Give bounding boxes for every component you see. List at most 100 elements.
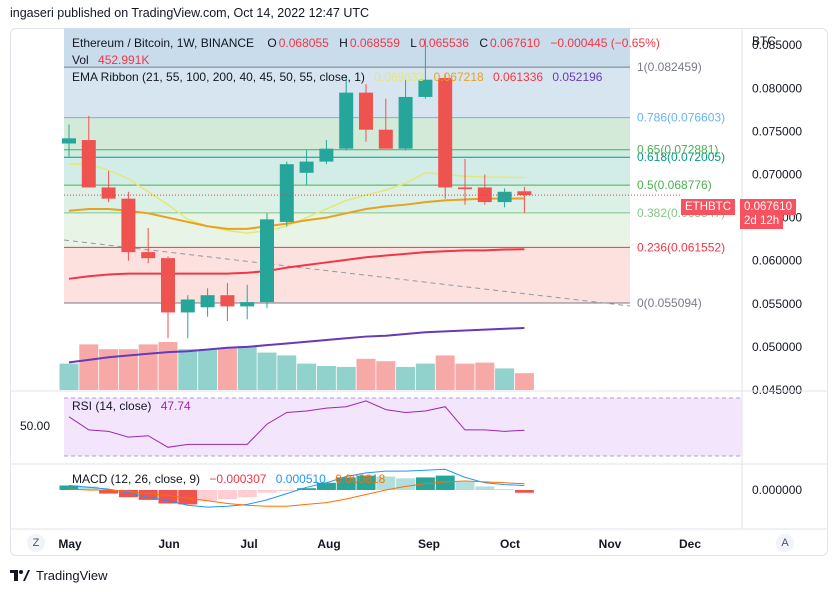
time-label-jun: Jun: [158, 537, 179, 551]
macd-hist-bar-8: [217, 490, 237, 499]
price-tick-5: 0.060000: [752, 254, 802, 268]
currency-label: BTC: [752, 34, 776, 48]
volume-bar-6: [178, 349, 198, 390]
candle-body-13: [319, 148, 334, 162]
volume-bar-12: [297, 363, 317, 390]
candle-body-3: [121, 198, 136, 253]
volume-bar-20: [455, 363, 475, 390]
macd-hist-bar-7: [198, 490, 218, 501]
auto-scale-button[interactable]: A: [776, 534, 794, 552]
macd-hist-bar-16: [376, 476, 396, 490]
fib-band-2: [64, 149, 630, 158]
candle-body-15: [359, 92, 373, 130]
price-tick-1: 0.080000: [752, 81, 802, 95]
ema-label[interactable]: EMA Ribbon (21, 55, 100, 200, 40, 45, 50…: [72, 70, 365, 84]
price-tick-3: 0.070000: [752, 168, 802, 182]
symbol-label[interactable]: Ethereum / Bitcoin, 1W, BINANCE: [72, 36, 255, 50]
macd-line-value: 0.000510: [275, 472, 326, 486]
candle-body-16: [378, 129, 393, 149]
candle-body-2: [101, 187, 116, 199]
macd-hist-bar-14: [336, 477, 356, 490]
fib-label-7: 0(0.055094): [637, 296, 702, 310]
zoom-button[interactable]: Z: [27, 534, 45, 552]
fib-label-2: 0.65(0.072881): [637, 143, 718, 157]
candle-body-22: [497, 191, 512, 203]
volume-bar-14: [336, 366, 356, 390]
macd-label[interactable]: MACD (12, 26, close, 9): [72, 472, 201, 486]
price-tick-7: 0.050000: [752, 340, 802, 354]
macd-hist-bar-22: [495, 489, 515, 491]
macd-hist-bar-19: [435, 475, 455, 490]
macd-hist-bar-4: [138, 490, 158, 500]
volume-bar-0: [59, 363, 79, 390]
macd-legend: MACD (12, 26, close, 9) −0.000307 0.0005…: [72, 472, 387, 486]
macd-hist-bar-17: [396, 478, 416, 490]
fib-label-1: 0.786(0.076603): [637, 111, 725, 125]
fib-band-6: [64, 247, 630, 303]
last-price-symbol-tag: ETHBTC: [681, 199, 735, 215]
macd-hist-bar-20: [455, 481, 475, 490]
volume-bar-13: [316, 366, 336, 390]
candle-body-1: [81, 140, 96, 188]
candle-body-4: [141, 252, 156, 259]
fib-label-3: 0.618(0.072005): [637, 150, 725, 164]
ema-value-2: 0.067218: [433, 70, 484, 84]
volume-bar-9: [237, 345, 257, 390]
time-label-nov: Nov: [599, 537, 622, 551]
macd-hist-bar-15: [356, 475, 376, 490]
macd-signal-value: 0.000818: [335, 472, 386, 486]
time-label-may: May: [58, 537, 82, 551]
fib-band-top: [64, 28, 630, 68]
ema-value-1: 0.069633: [374, 70, 425, 84]
candle-body-7: [200, 295, 215, 308]
rsi-level-label: 50.00: [20, 419, 51, 433]
volume-bar-3: [118, 349, 138, 390]
high-value: 0.068559: [349, 36, 400, 50]
volume-bar-22: [495, 368, 515, 390]
candle-body-0: [62, 138, 76, 144]
change-value: −0.000445 (−0.65%): [550, 36, 660, 50]
volume-bar-7: [198, 349, 218, 390]
time-label-aug: Aug: [317, 537, 340, 551]
macd-hist-bar-2: [99, 490, 119, 494]
macd-hist-bar-23: [514, 490, 534, 493]
volume-label[interactable]: Vol: [72, 53, 89, 67]
low-value: 0.065536: [418, 36, 469, 50]
countdown-tag: 2d 12h: [740, 213, 784, 229]
candle-body-11: [279, 164, 294, 222]
rsi-label[interactable]: RSI (14, close): [72, 399, 152, 413]
fib-label-4: 0.5(0.068776): [637, 178, 712, 192]
macd-hist-bar-1: [79, 486, 99, 490]
fib-label-0: 1(0.082459): [637, 60, 702, 74]
close-value: 0.067610: [490, 36, 541, 50]
candle-body-9: [240, 302, 255, 307]
fib-label-6: 0.236(0.061552): [637, 240, 725, 254]
macd-hist-value: −0.000307: [209, 472, 267, 486]
candle-body-12: [299, 161, 314, 173]
volume-bar-8: [217, 347, 237, 390]
macd-hist-bar-21: [475, 486, 495, 490]
candle-body-23: [517, 191, 532, 196]
macd-signal-line: [68, 480, 525, 507]
tradingview-brand: TradingView: [36, 568, 108, 583]
candle-body-18: [418, 79, 433, 97]
candle-body-6: [180, 299, 195, 313]
ema-line-200: [68, 326, 525, 364]
tradingview-logo[interactable]: TradingView: [10, 568, 108, 583]
candle-body-10: [260, 219, 274, 303]
volume-value: 452.991K: [98, 53, 150, 67]
time-label-jul: Jul: [240, 537, 257, 551]
volume-bar-23: [514, 373, 534, 390]
rsi-legend: RSI (14, close) 47.74: [72, 399, 193, 413]
ema-value-4: 0.052196: [552, 70, 603, 84]
time-label-sep: Sep: [418, 537, 440, 551]
macd-hist-bar-9: [237, 490, 257, 498]
candle-body-19: [438, 77, 453, 188]
fib-band-4: [64, 185, 630, 213]
volume-bar-17: [396, 366, 416, 390]
ema-line-55: [68, 197, 525, 230]
volume-bar-18: [415, 363, 435, 390]
ema-line-100: [68, 248, 525, 280]
price-tick-6: 0.055000: [752, 297, 802, 311]
